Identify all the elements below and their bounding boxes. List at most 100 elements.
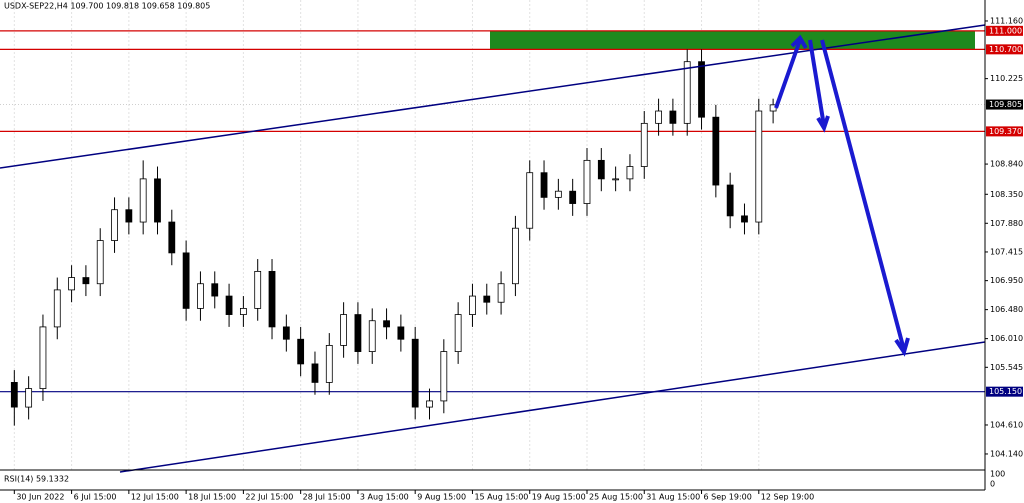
- candle-body: [39, 326, 47, 389]
- candle-body: [139, 178, 147, 223]
- x-tick-label: 6 Sep 19:00: [704, 493, 752, 502]
- candle-body: [440, 351, 448, 402]
- candle-body: [82, 277, 90, 285]
- arrow: [820, 39, 906, 351]
- candle-body: [53, 289, 61, 328]
- candle-body: [726, 184, 734, 217]
- candle-body: [469, 295, 476, 315]
- y-tick-label: 105.545: [990, 363, 1023, 372]
- candle-body: [583, 159, 591, 204]
- x-tick-label: 6 Jul 15:00: [74, 493, 117, 502]
- level-label: 109.370: [989, 127, 1022, 136]
- candle-body: [712, 116, 720, 186]
- candle-body: [483, 295, 491, 303]
- x-tick-label: 12 Sep 19:00: [761, 493, 814, 502]
- rsi-tick-label: 0: [990, 480, 995, 489]
- candle-body: [68, 277, 75, 291]
- y-tick-label: 110.225: [990, 74, 1023, 83]
- candle-body: [569, 190, 577, 204]
- y-tick-label: 106.010: [990, 334, 1023, 343]
- candle-body: [268, 270, 276, 328]
- x-tick-label: 9 Aug 15:00: [417, 493, 466, 502]
- candle-body: [454, 314, 462, 352]
- candle-body: [497, 283, 505, 303]
- candle-body: [597, 159, 605, 180]
- lower-trend-line: [119, 341, 986, 473]
- upper-trend-line: [0, 24, 986, 169]
- y-tick-label: 107.415: [990, 247, 1023, 256]
- candle-body: [282, 326, 290, 340]
- candle-body: [640, 122, 648, 167]
- candle-body: [111, 209, 118, 241]
- candle-body: [698, 61, 705, 118]
- level-label-box: [986, 44, 1023, 55]
- rsi-label: RSI(14) 59.1332: [4, 475, 69, 484]
- candle-body: [182, 252, 190, 309]
- candle-body: [741, 215, 748, 223]
- x-tick-label: 3 Aug 15:00: [360, 493, 409, 502]
- candle-body: [554, 190, 562, 198]
- candle-body: [526, 172, 534, 229]
- candle-body: [125, 209, 133, 223]
- candle-body: [655, 110, 662, 124]
- candle-body: [755, 110, 763, 223]
- level-label-box: [986, 99, 1023, 110]
- y-tick-label: 111.160: [990, 16, 1023, 25]
- candle-body: [225, 295, 233, 315]
- candle-body: [168, 221, 176, 254]
- arrow-head: [790, 34, 808, 50]
- x-tick-label: 22 Jul 15:00: [245, 493, 293, 502]
- y-tick-label: 107.880: [990, 219, 1023, 228]
- level-label-box: [986, 25, 1023, 36]
- y-tick-label: 104.140: [990, 449, 1023, 458]
- level-label-box: [986, 126, 1023, 137]
- plot-area: [0, 0, 985, 470]
- y-tick-label: 106.480: [990, 305, 1023, 314]
- level-label: 111.000: [989, 26, 1022, 35]
- arrow-head: [816, 115, 830, 133]
- candle-body: [197, 283, 204, 309]
- candle-body: [683, 61, 691, 124]
- y-tick-label: 104.610: [990, 420, 1023, 429]
- candle-body: [540, 172, 548, 198]
- candle-body: [325, 345, 333, 383]
- rsi-tick-label: 100: [990, 470, 1005, 479]
- chart-title: USDX-SEP22,H4 109.700 109.818 109.658 10…: [4, 2, 210, 11]
- x-tick-label: 30 Jun 2022: [16, 493, 64, 502]
- candle-body: [368, 320, 376, 352]
- arrow: [808, 39, 826, 127]
- x-tick-label: 31 Aug 15:00: [646, 493, 700, 502]
- x-tick-label: 12 Jul 15:00: [131, 493, 179, 502]
- target-zone: [490, 30, 975, 50]
- candle-body: [25, 388, 33, 408]
- level-label-box: [986, 386, 1023, 397]
- forecast-arrows: [774, 34, 910, 357]
- candle-body: [311, 363, 319, 383]
- candle-body: [426, 400, 433, 408]
- arrow: [774, 39, 802, 109]
- candle-body: [626, 166, 634, 180]
- level-label: 105.150: [989, 387, 1022, 396]
- x-tick-label: 19 Aug 15:00: [532, 493, 586, 502]
- candle-body: [239, 307, 247, 315]
- level-label: 109.805: [989, 100, 1022, 109]
- candle-body: [397, 326, 405, 340]
- candle-body: [411, 338, 419, 408]
- x-tick-label: 25 Aug 15:00: [589, 493, 643, 502]
- candle-body: [254, 270, 262, 309]
- candle-body: [154, 178, 161, 223]
- x-tick-label: 15 Aug 15:00: [474, 493, 528, 502]
- y-tick-label: 108.840: [990, 160, 1023, 169]
- candle-body: [512, 227, 519, 285]
- level-label: 110.700: [989, 45, 1022, 54]
- candle-body: [96, 240, 104, 285]
- x-tick-label: 18 Jul 15:00: [188, 493, 236, 502]
- candle-body: [383, 320, 390, 328]
- candle-body: [669, 110, 677, 124]
- y-tick-label: 108.350: [990, 190, 1023, 199]
- candle-body: [354, 314, 362, 352]
- candle-body: [10, 382, 18, 408]
- y-tick-label: 106.950: [990, 276, 1023, 285]
- x-tick-label: 28 Jul 15:00: [303, 493, 351, 502]
